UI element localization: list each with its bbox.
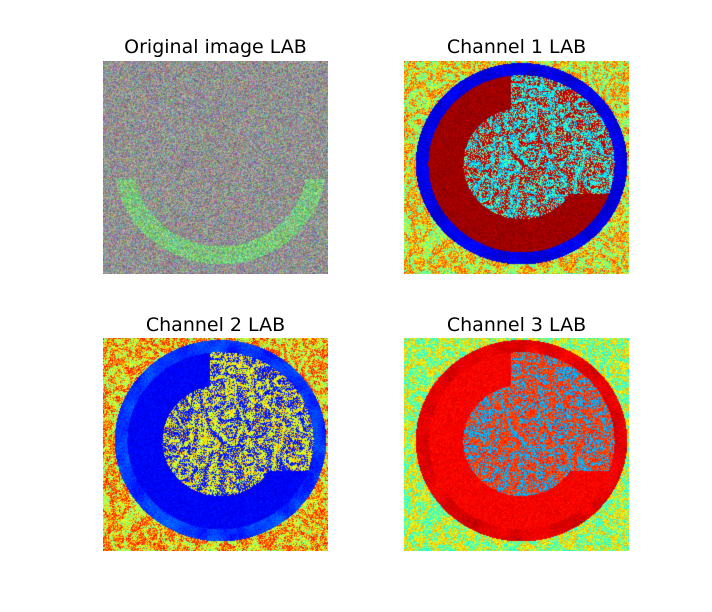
- channel-2-image: [103, 338, 328, 551]
- panel-title: Channel 1 LAB: [446, 36, 587, 58]
- panel-title: Channel 3 LAB: [446, 314, 587, 336]
- channel-1-image: [404, 61, 629, 274]
- channel-3-image: [404, 338, 629, 551]
- original-noise-image: [103, 61, 328, 274]
- panel-title: Original image LAB: [124, 36, 307, 58]
- panel-title: Channel 2 LAB: [145, 314, 286, 336]
